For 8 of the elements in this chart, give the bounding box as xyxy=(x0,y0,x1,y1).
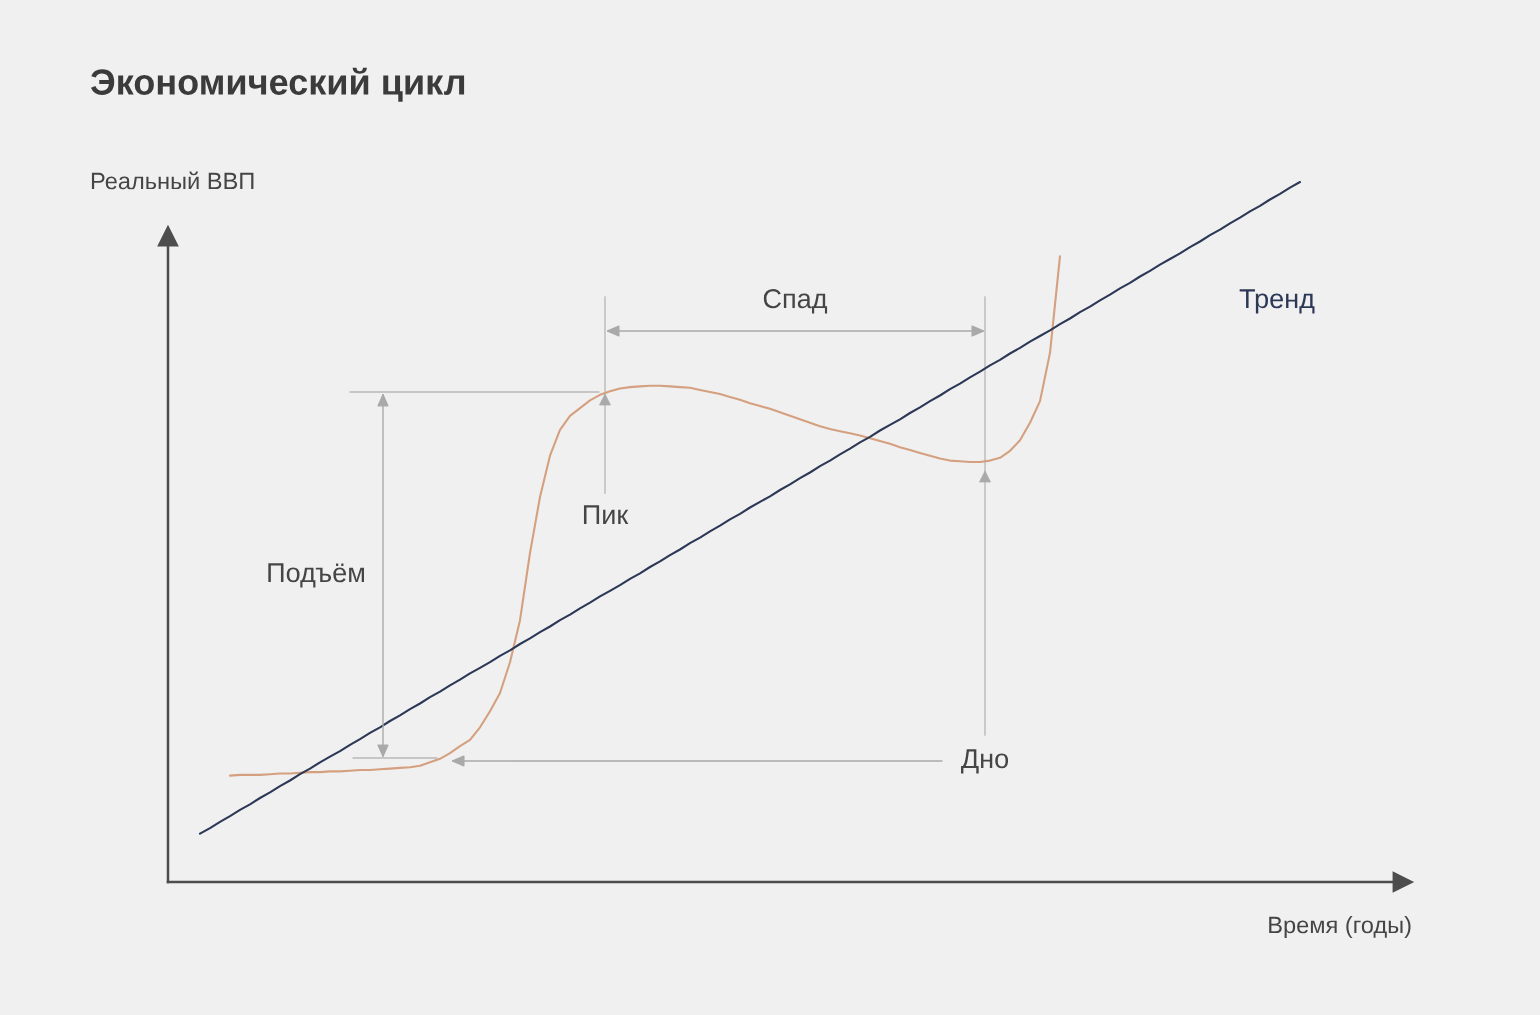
annotation: Пик xyxy=(583,505,629,524)
y-axis-title: Реальный ВВП xyxy=(91,171,254,190)
x-axis-title: Время (годы) xyxy=(1269,915,1411,939)
text: Тренд xyxy=(1239,289,1315,314)
annotation: Спад xyxy=(763,289,828,314)
annotation: Дно xyxy=(961,749,1009,774)
annotation: Подъём xyxy=(268,563,364,588)
chart-title: Экономический цикл xyxy=(90,67,465,102)
